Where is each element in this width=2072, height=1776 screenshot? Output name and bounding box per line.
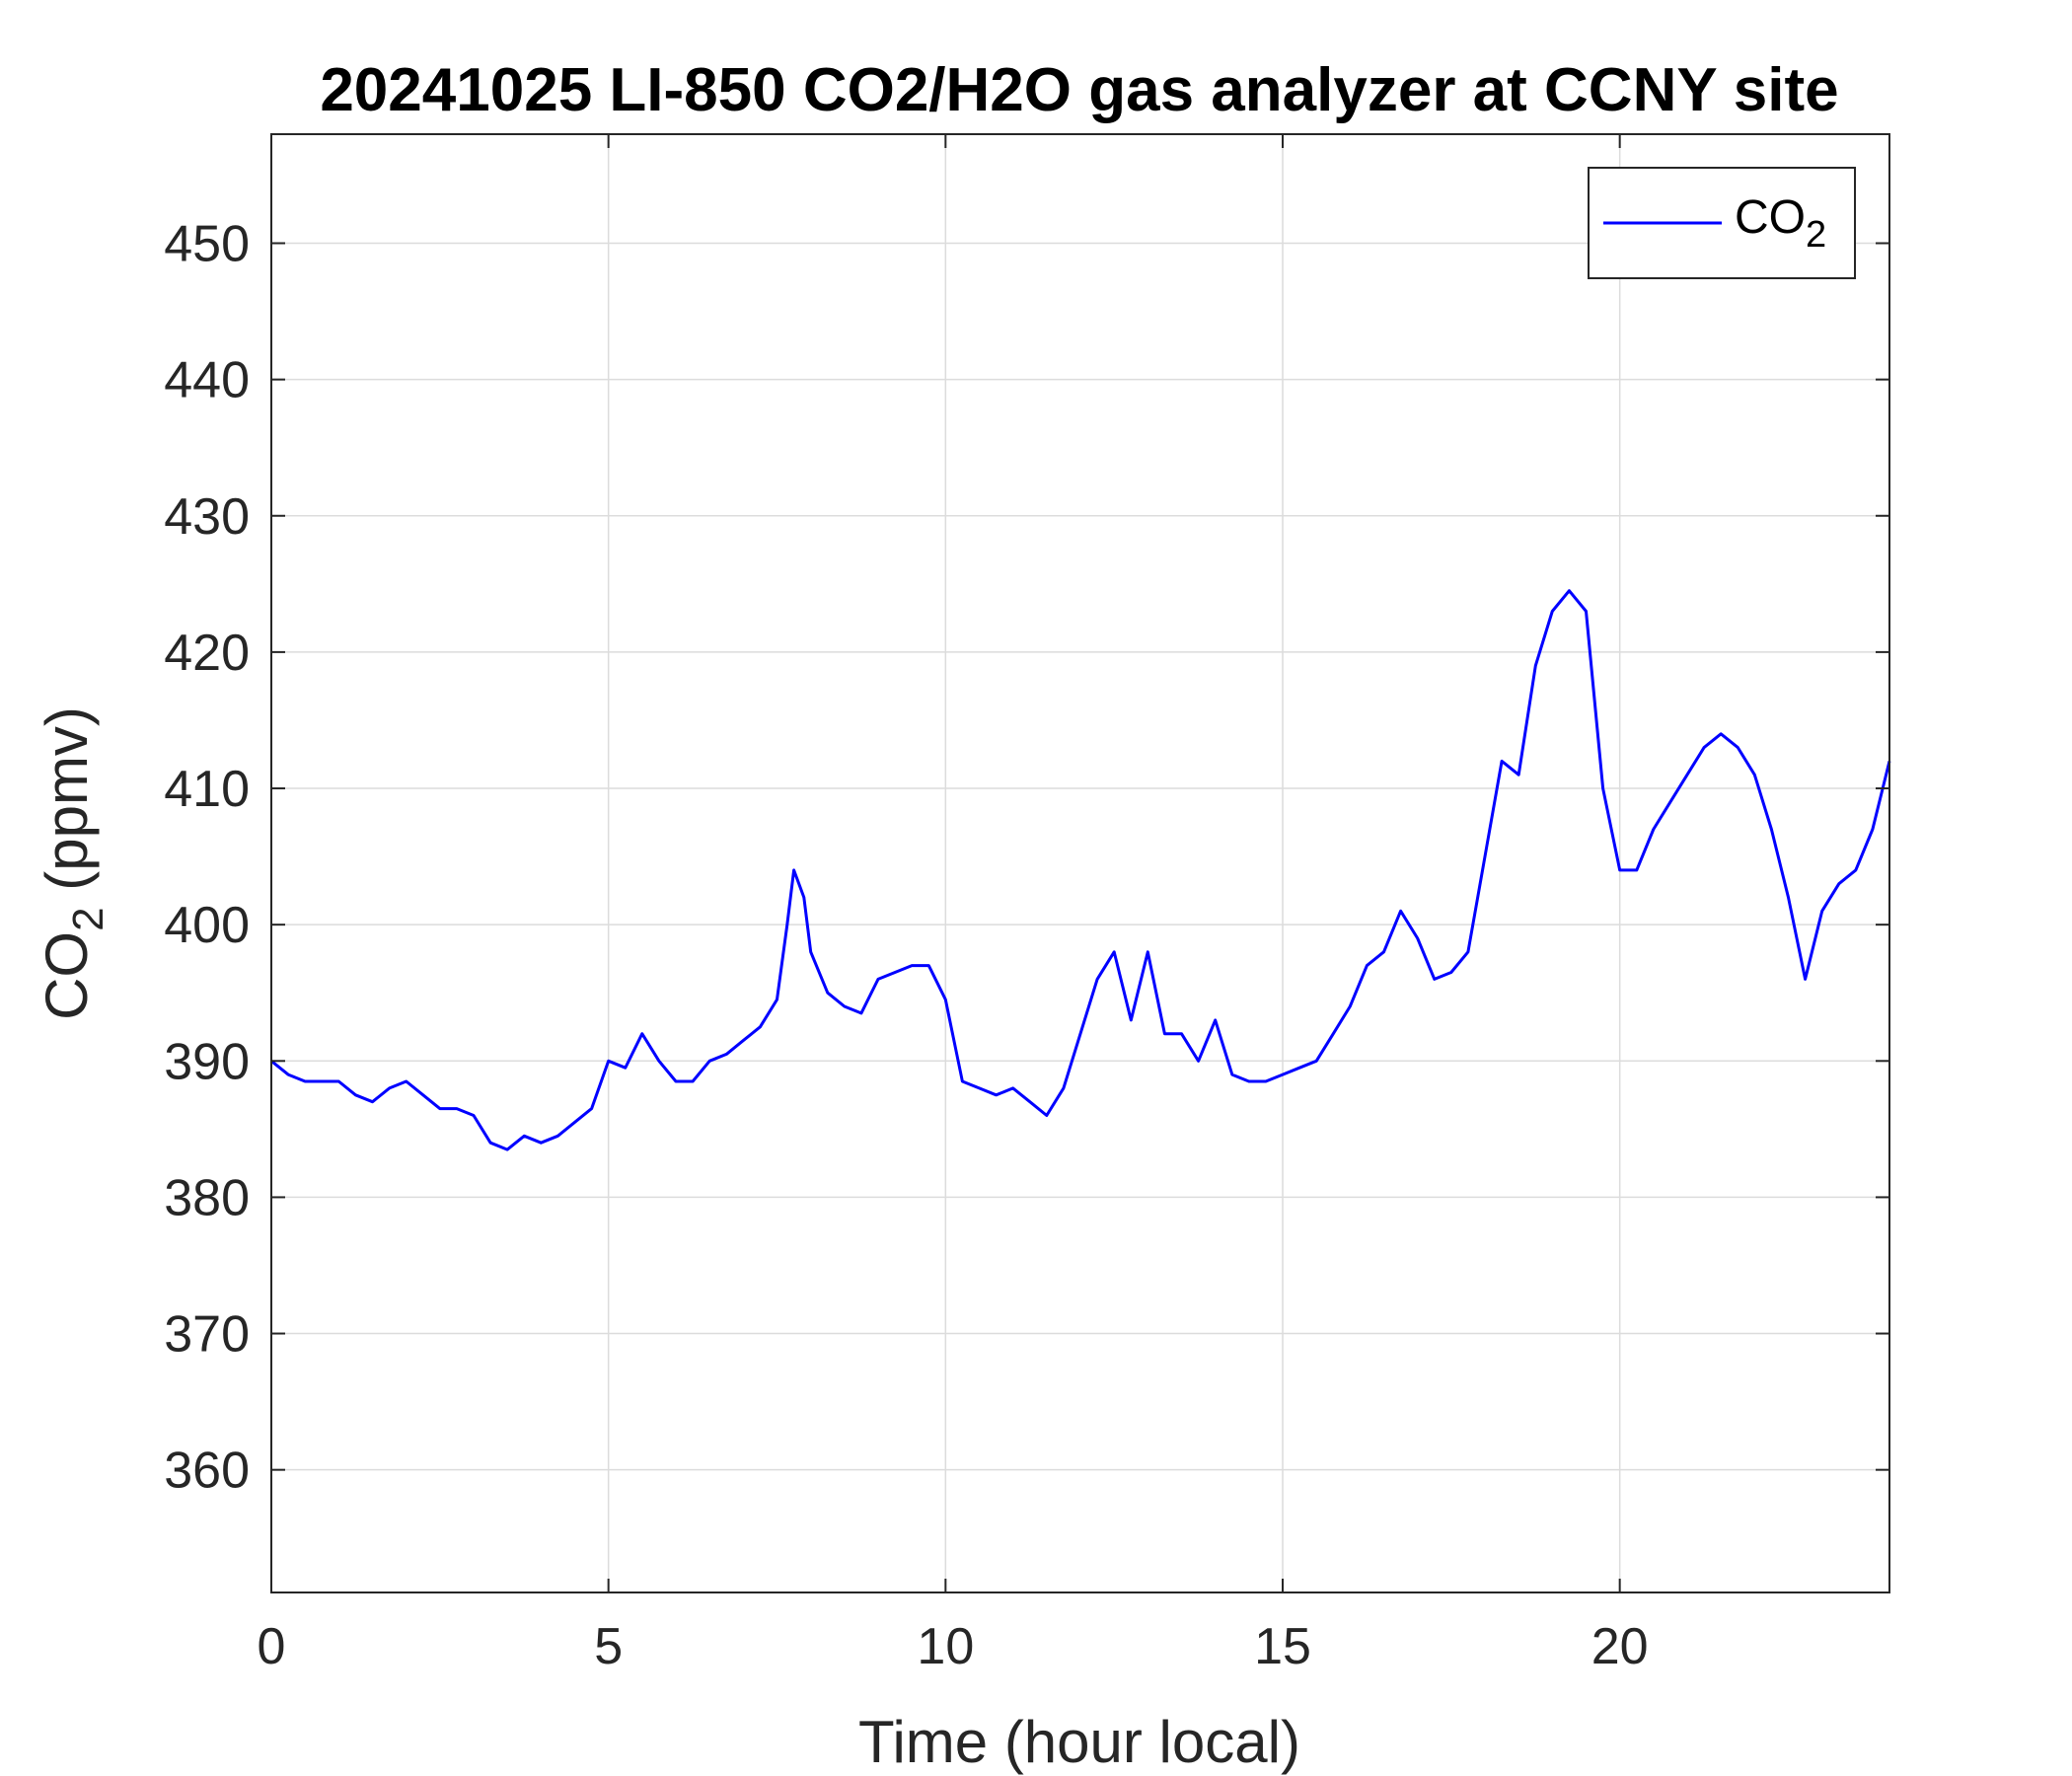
y-tick-labels: 360 370 380 390 400 410 420 430 440 450	[164, 216, 250, 1500]
legend-label-sub: 2	[1806, 214, 1826, 256]
y-axis-label-sub: 2	[64, 907, 112, 930]
legend-label-base: CO	[1735, 191, 1806, 244]
plot-area	[270, 589, 1891, 1151]
y-axis-label-rest: (ppmv)	[34, 706, 100, 907]
x-tick-label: 0	[258, 1618, 286, 1675]
axis-ticks	[270, 134, 1889, 1592]
x-tick-label: 15	[1254, 1618, 1311, 1675]
y-axis-label-base: CO	[34, 931, 100, 1020]
chart-title: 20241025 LI-850 CO2/H2O gas analyzer at …	[320, 56, 1838, 124]
grid-lines	[270, 134, 1889, 1592]
y-tick-label: 400	[164, 897, 250, 954]
y-tick-label: 450	[164, 216, 250, 273]
y-tick-label: 420	[164, 625, 250, 682]
x-tick-labels: 0 5 10 15 20	[258, 1618, 1649, 1675]
y-tick-label: 360	[164, 1443, 250, 1500]
y-tick-label: 390	[164, 1033, 250, 1090]
legend-label-co2: CO2	[1735, 191, 1826, 256]
y-tick-label: 370	[164, 1306, 250, 1364]
x-tick-label: 5	[594, 1618, 623, 1675]
x-tick-label: 10	[917, 1618, 974, 1675]
x-axis-label: Time (hour local)	[858, 1709, 1300, 1775]
x-tick-label: 20	[1591, 1618, 1649, 1675]
y-axis-label: CO2 (ppmv)	[34, 706, 112, 1020]
legend: CO2	[1588, 167, 1856, 279]
y-tick-label: 440	[164, 352, 250, 409]
y-tick-label: 380	[164, 1169, 250, 1226]
y-tick-label: 430	[164, 488, 250, 546]
axes-frame	[270, 133, 1890, 1593]
y-tick-label: 410	[164, 761, 250, 818]
series-line-co2	[270, 589, 1891, 1151]
